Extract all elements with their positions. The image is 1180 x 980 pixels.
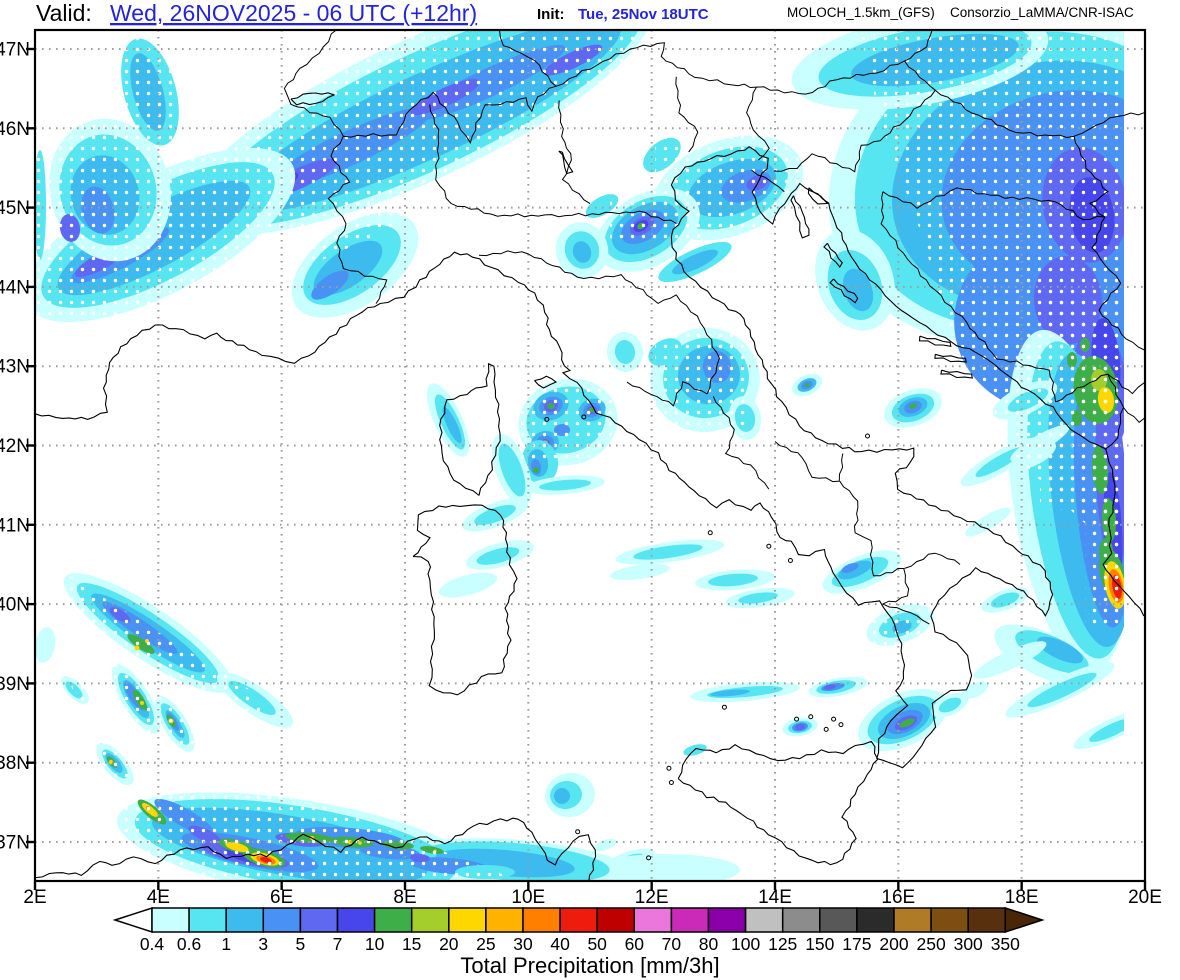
svg-text:300: 300 (954, 934, 983, 954)
svg-text:16E: 16E (881, 887, 915, 908)
svg-text:10E: 10E (511, 887, 545, 908)
svg-text:80: 80 (699, 934, 719, 954)
svg-text:50: 50 (587, 934, 607, 954)
graticule (35, 30, 1145, 881)
svg-text:18E: 18E (1005, 887, 1039, 908)
svg-text:43N: 43N (0, 357, 30, 378)
svg-text:15: 15 (402, 934, 421, 954)
svg-text:20: 20 (439, 934, 459, 954)
country-borders (283, 30, 1145, 625)
svg-text:100: 100 (731, 934, 760, 954)
svg-text:350: 350 (991, 934, 1020, 954)
svg-text:175: 175 (842, 934, 871, 954)
svg-text:37N: 37N (0, 833, 30, 854)
svg-text:42N: 42N (0, 436, 30, 457)
svg-text:47N: 47N (0, 40, 30, 61)
svg-text:5: 5 (296, 934, 306, 954)
svg-text:14E: 14E (758, 887, 792, 908)
svg-text:12E: 12E (635, 887, 669, 908)
coastlines (35, 92, 1145, 881)
valid-label: Valid: (36, 0, 92, 26)
svg-text:38N: 38N (0, 753, 30, 774)
colorbar-title: Total Precipitation [mm/3h] (460, 953, 719, 978)
svg-text:2E: 2E (23, 887, 46, 908)
svg-text:25: 25 (476, 934, 495, 954)
svg-text:40: 40 (550, 934, 570, 954)
map-frame (33, 28, 1147, 883)
svg-text:41N: 41N (0, 515, 30, 536)
model-name: MOLOCH_1.5km_(GFS) (787, 5, 935, 20)
svg-text:70: 70 (662, 934, 682, 954)
init-label: Init: (537, 6, 565, 23)
svg-text:125: 125 (768, 934, 797, 954)
svg-text:6E: 6E (270, 887, 293, 908)
svg-text:39N: 39N (0, 674, 30, 695)
svg-text:4E: 4E (147, 887, 170, 908)
institution-name: Consorzio_LaMMA/CNR-ISAC (950, 5, 1134, 20)
svg-text:8E: 8E (393, 887, 416, 908)
svg-text:10: 10 (365, 934, 385, 954)
svg-text:40N: 40N (0, 595, 30, 616)
svg-text:20E: 20E (1128, 887, 1162, 908)
model-domain-edge (1124, 30, 1145, 881)
axis-ticks (26, 47, 1147, 890)
svg-text:3: 3 (258, 934, 268, 954)
svg-text:60: 60 (625, 934, 645, 954)
colorbar: 0.4 0.6 1 3 5 7 10 15 20 25 30 40 50 60 70 80 100 125 150 1… (112, 906, 1045, 954)
svg-text:250: 250 (916, 934, 945, 954)
svg-text:200: 200 (879, 934, 908, 954)
valid-datetime: Wed, 26NOV2025 - 06 UTC (+12hr) (110, 0, 477, 26)
svg-text:1: 1 (221, 934, 231, 954)
svg-text:46N: 46N (0, 119, 30, 140)
svg-text:0.4: 0.4 (140, 934, 165, 954)
svg-text:45N: 45N (0, 198, 30, 219)
init-datetime: Tue, 25Nov 18UTC (578, 6, 709, 23)
svg-text:150: 150 (805, 934, 834, 954)
svg-text:0.6: 0.6 (177, 934, 201, 954)
axis-labels: 47N 46N 45N 44N 43N 42N 41N 40N 39N 38N 37N 2E 4E 6E 8… (0, 40, 1162, 909)
svg-text:44N: 44N (0, 277, 30, 298)
svg-text:7: 7 (333, 934, 343, 954)
stipple-overlay (35, 30, 1124, 881)
svg-text:30: 30 (513, 934, 533, 954)
